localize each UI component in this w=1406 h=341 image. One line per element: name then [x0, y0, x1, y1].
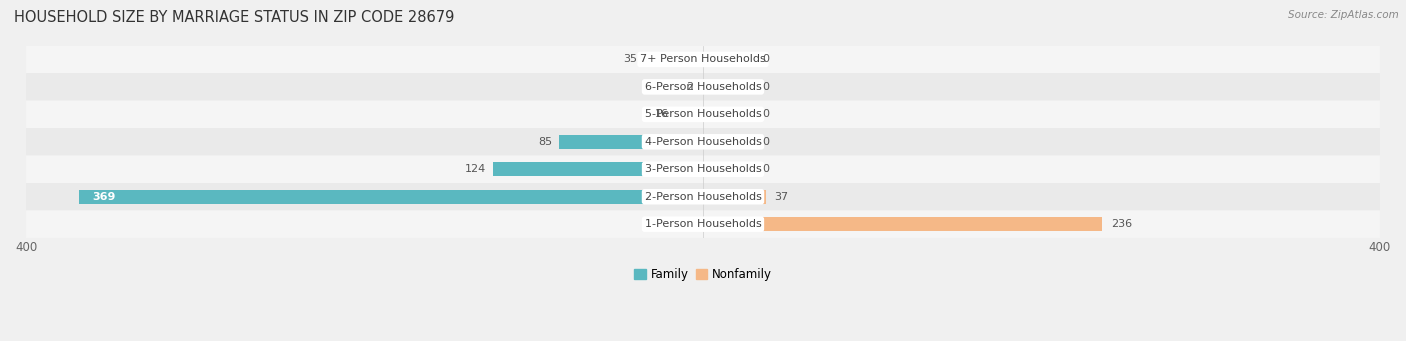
Text: 0: 0	[762, 137, 769, 147]
Bar	[703, 217, 1102, 231]
FancyBboxPatch shape	[27, 210, 1379, 238]
Bar	[700, 80, 703, 94]
Bar	[676, 107, 703, 121]
FancyBboxPatch shape	[27, 128, 1379, 155]
Text: 4-Person Households: 4-Person Households	[644, 137, 762, 147]
Bar	[644, 52, 703, 66]
FancyBboxPatch shape	[27, 73, 1379, 101]
Text: 236: 236	[1111, 219, 1132, 229]
Text: 2-Person Households: 2-Person Households	[644, 192, 762, 202]
FancyBboxPatch shape	[27, 101, 1379, 128]
Text: 7+ Person Households: 7+ Person Households	[640, 55, 766, 64]
Text: HOUSEHOLD SIZE BY MARRIAGE STATUS IN ZIP CODE 28679: HOUSEHOLD SIZE BY MARRIAGE STATUS IN ZIP…	[14, 10, 454, 25]
Text: 6-Person Households: 6-Person Households	[644, 82, 762, 92]
Bar	[79, 190, 703, 204]
Text: 1-Person Households: 1-Person Households	[644, 219, 762, 229]
Bar	[703, 162, 754, 176]
Text: 5-Person Households: 5-Person Households	[644, 109, 762, 119]
Text: 0: 0	[762, 109, 769, 119]
Text: 0: 0	[762, 55, 769, 64]
Text: 0: 0	[762, 164, 769, 174]
FancyBboxPatch shape	[27, 46, 1379, 73]
Bar	[703, 80, 754, 94]
Bar	[703, 52, 754, 66]
Text: 16: 16	[655, 109, 669, 119]
Text: 3-Person Households: 3-Person Households	[644, 164, 762, 174]
Text: 369: 369	[93, 192, 115, 202]
Bar	[494, 162, 703, 176]
Bar	[703, 135, 754, 149]
Text: 35: 35	[623, 55, 637, 64]
FancyBboxPatch shape	[27, 183, 1379, 210]
Text: 124: 124	[465, 164, 486, 174]
Legend: Family, Nonfamily: Family, Nonfamily	[630, 263, 776, 286]
Bar	[703, 107, 754, 121]
Bar	[560, 135, 703, 149]
Text: 85: 85	[538, 137, 553, 147]
Text: Source: ZipAtlas.com: Source: ZipAtlas.com	[1288, 10, 1399, 20]
Text: 0: 0	[762, 82, 769, 92]
Text: 2: 2	[686, 82, 693, 92]
FancyBboxPatch shape	[27, 155, 1379, 183]
Text: 37: 37	[775, 192, 789, 202]
Bar	[703, 190, 766, 204]
